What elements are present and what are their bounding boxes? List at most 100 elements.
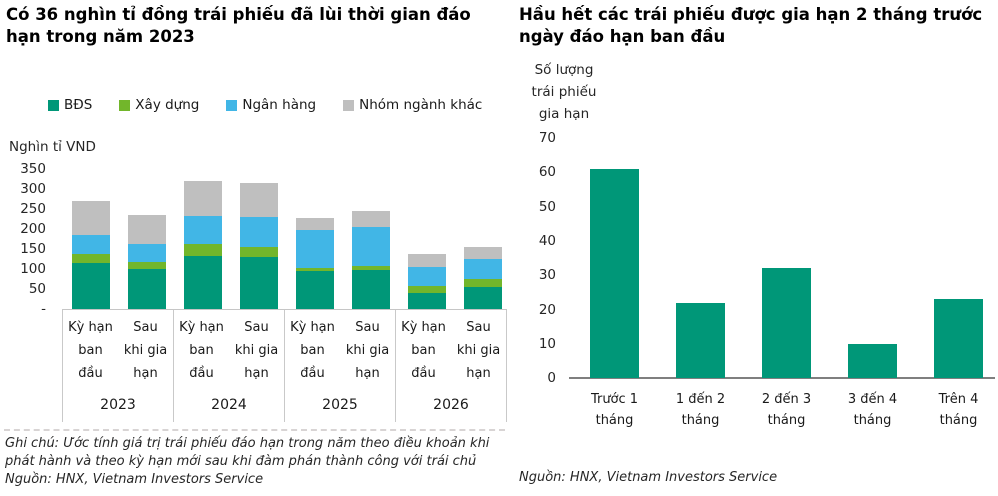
stacked-bar [128,215,166,309]
category-year-label: 2026 [433,397,469,413]
category-label-line: ban [189,343,214,358]
category-label-row: Kỳ hạn ban đầu Sau khi gia hạn [63,310,173,385]
stacked-bar-segment-Ngân hàng [408,266,446,286]
construction-swatch-icon [119,99,131,111]
legend-label-xay-dung: Xây dựng [135,97,200,113]
legend-item-ngan-hang: Ngân hàng [226,97,316,113]
stacked-bar-segment-Nhóm ngành khác [240,183,278,217]
legend-label-bds: BĐS [64,97,93,113]
stacked-bar-segment-BĐS [72,262,110,309]
stacked-bar-segment-Xây dựng [464,278,502,287]
stacked-bar-segment-Ngân hàng [352,226,390,266]
category-label-sau-khi-gia-han: Sau khi gia hạn [118,316,173,385]
stacked-bar-segment-BĐS [240,256,278,309]
category-label-line: Kỳ hạn [179,320,224,335]
bar-2 đến 3 tháng [762,268,811,378]
left-chart-footnote: Ghi chú: Ước tính giá trị trái phiếu đáo… [5,435,503,489]
stacked-bar-segment-Xây dựng [408,285,446,293]
right-x-tick-label-line: tháng [681,413,720,428]
category-label-ky-han-ban-dau: Kỳ hạn ban đầu [63,316,118,385]
legend-item-nhom-nganh-khac: Nhóm ngành khác [343,97,482,113]
other-sectors-swatch-icon [343,99,355,111]
stacked-bar-segment-BĐS [352,270,390,309]
left-chart-panel: Có 36 nghìn tỉ đồng trái phiếu đã lùi th… [6,4,498,48]
right-x-tick-label-line: Trước 1 [590,392,639,407]
stacked-bar [184,181,222,309]
right-x-tick-label-line: tháng [595,413,634,428]
category-label-line: Kỳ hạn [68,320,113,335]
category-group-2024: Kỳ hạn ban đầu Sau khi gia hạn 2024 [173,310,284,422]
category-label-line: hạn [466,366,491,381]
stacked-bar-segment-Ngân hàng [184,215,222,245]
right-y-tick-label: 20 [538,301,556,318]
stacked-bar [352,210,390,309]
stacked-bar-segment-Xây dựng [72,253,110,263]
category-label-line: đầu [78,366,103,381]
left-y-axis-unit-label: Nghìn tỉ VND [9,139,96,155]
right-source-text: Nguồn: HNX, Vietnam Investors Service [519,470,778,485]
category-label-row: Kỳ hạn ban đầu Sau khi gia hạn [396,310,506,385]
category-year-label: 2023 [100,397,136,413]
stacked-bar-segment-Xây dựng [184,244,222,256]
stacked-bar-segment-BĐS [128,269,166,309]
stacked-bar [72,201,110,309]
footnote-text: Ghi chú: Ước tính giá trị trái phiếu đáo… [5,436,490,469]
category-label-line: đầu [300,366,325,381]
stacked-bar-segment-BĐS [296,270,334,309]
legend-label-ngan-hang: Ngân hàng [242,97,317,113]
category-group-2026: Kỳ hạn ban đầu Sau khi gia hạn 2026 [395,310,507,422]
category-label-ky-han-ban-dau: Kỳ hạn ban đầu [396,316,451,385]
right-x-tick-label-line: tháng [767,413,806,428]
left-chart-legend: BĐS Xây dựng Ngân hàng Nhóm ngành khác [48,97,482,113]
stacked-bar-segment-Ngân hàng [72,235,110,254]
category-label-line: ban [300,343,325,358]
category-label-line: Kỳ hạn [401,320,446,335]
category-label-sau-khi-gia-han: Sau khi gia hạn [229,316,284,385]
right-y-axis-label-line1: Số lượng [534,62,594,78]
stacked-bar-segment-Ngân hàng [296,229,334,269]
category-label-line: khi gia [234,343,279,358]
bar-Trên 4 tháng [934,299,983,378]
left-chart-bottom-rule [4,429,505,431]
left-source-text: Nguồn: HNX, Vietnam Investors Service [5,471,264,487]
category-label-line: Sau [355,320,380,335]
stacked-bar-segment-Xây dựng [296,268,334,271]
stacked-bar-segment-BĐS [464,286,502,309]
right-y-tick-label: 40 [538,232,556,249]
right-chart-panel: Hầu hết các trái phiếu được gia hạn 2 th… [519,4,997,48]
right-x-tick-label-line: 2 đến 3 [761,392,812,407]
bank-swatch-icon [226,99,238,111]
left-y-tick-label: - [41,301,46,317]
left-y-tick-label: 50 [28,281,46,297]
stacked-bar-segment-Xây dựng [352,265,390,271]
left-y-tick-label: 200 [20,221,46,237]
stacked-bar [408,254,446,309]
right-x-tick-label: 3 đến 4 tháng [824,389,922,431]
category-label-line: đầu [189,366,214,381]
category-year-label: 2025 [322,397,358,413]
stacked-bar-segment-Nhóm ngành khác [352,210,390,227]
category-label-line: hạn [355,366,380,381]
stacked-bar-segment-Ngân hàng [464,258,502,279]
right-y-tick-label: 60 [538,164,556,181]
right-x-tick-label: Trên 4 tháng [910,389,998,431]
right-y-tick-label: 0 [547,370,556,387]
right-x-tick-label: 2 đến 3 tháng [738,389,836,431]
left-y-tick-label: 350 [20,161,46,177]
right-x-tick-label-line: Trên 4 [938,392,979,407]
right-x-tick-label-line: 3 đến 4 [847,392,898,407]
category-label-row: Kỳ hạn ban đầu Sau khi gia hạn [285,310,395,385]
bar-1 đến 2 tháng [676,302,725,378]
stacked-bar-segment-Nhóm ngành khác [184,181,222,216]
right-y-axis-label-line2: trái phiếu [531,84,597,100]
right-x-tick-label-line: tháng [939,413,978,428]
category-label-line: ban [411,343,436,358]
stacked-bar [464,246,502,309]
stacked-bar-segment-Ngân hàng [240,217,278,247]
right-y-tick-label: 30 [538,267,556,284]
stacked-bar [296,218,334,309]
stacked-bar-segment-Nhóm ngành khác [72,201,110,236]
stacked-bar-segment-Nhóm ngành khác [408,254,446,267]
category-group-2025: Kỳ hạn ban đầu Sau khi gia hạn 2025 [284,310,395,422]
